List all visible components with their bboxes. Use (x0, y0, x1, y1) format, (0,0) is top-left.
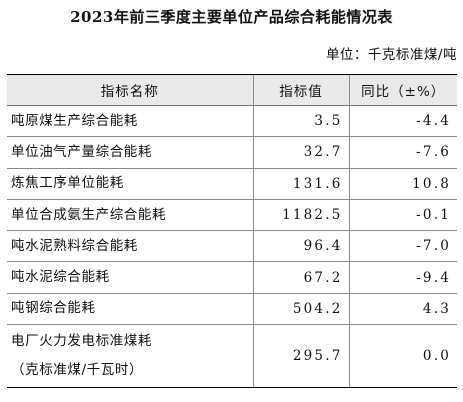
row-yoy: 4.3 (348, 293, 457, 326)
table-row: 单位合成氨生产综合能耗 1182.5 -0.1 (7, 199, 457, 232)
table-title: 2023年前三季度主要单位产品综合耗能情况表 (70, 8, 393, 26)
energy-consumption-table: 指标名称 指标值 同比（±%） 吨原煤生产综合能耗 3.5 -4.4 单位油气产… (7, 74, 457, 389)
row-value: 1182.5 (252, 199, 349, 232)
row-name: 吨原煤生产综合能耗 (7, 105, 253, 138)
row-name: 单位油气产量综合能耗 (7, 136, 253, 169)
row-yoy: -7.6 (348, 136, 457, 169)
table-row: 吨钢综合能耗 504.2 4.3 (7, 293, 457, 326)
row-name: 吨水泥熟料综合能耗 (7, 230, 253, 263)
row-value: 504.2 (252, 293, 349, 326)
header-indicator-name: 指标名称 (7, 74, 253, 106)
header-row: 指标名称 指标值 同比（±%） (7, 74, 457, 106)
row-yoy: 10.8 (348, 168, 457, 200)
row-yoy: -9.4 (348, 261, 457, 294)
row-value: 96.4 (252, 230, 349, 263)
row-name: 炼焦工序单位能耗 (7, 168, 253, 200)
table-row-power-coal: 电厂火力发电标准煤耗 （克标准煤/千瓦时） 295.7 0.0 (7, 324, 457, 389)
row-yoy: 0.0 (348, 324, 457, 389)
row-yoy: -4.4 (348, 105, 457, 138)
row-value: 295.7 (252, 324, 349, 389)
row-name: 吨水泥综合能耗 (7, 261, 253, 294)
row-value: 67.2 (252, 261, 349, 294)
row-name-multiline: 电厂火力发电标准煤耗 （克标准煤/千瓦时） (7, 324, 253, 389)
table-row: 吨水泥熟料综合能耗 96.4 -7.0 (7, 230, 457, 263)
row-yoy: -0.1 (348, 199, 457, 232)
table-row: 单位油气产量综合能耗 32.7 -7.6 (7, 136, 457, 169)
header-yoy: 同比（±%） (348, 74, 457, 106)
row-name: 单位合成氨生产综合能耗 (7, 199, 253, 232)
row-yoy: -7.0 (348, 230, 457, 263)
table-row: 炼焦工序单位能耗 131.6 10.8 (7, 168, 457, 200)
table-row: 吨水泥综合能耗 67.2 -9.4 (7, 261, 457, 294)
header-indicator-value: 指标值 (252, 74, 349, 106)
unit-label: 单位：千克标准煤/吨 (325, 47, 457, 63)
row-name-line-1: 电厂火力发电标准煤耗 (11, 333, 152, 350)
row-name: 吨钢综合能耗 (7, 293, 253, 326)
row-value: 32.7 (252, 136, 349, 169)
table-row: 吨原煤生产综合能耗 3.5 -4.4 (7, 105, 457, 138)
row-value: 3.5 (252, 105, 349, 138)
row-name-line-2: （克标准煤/千瓦时） (11, 362, 144, 379)
row-value: 131.6 (252, 168, 349, 200)
